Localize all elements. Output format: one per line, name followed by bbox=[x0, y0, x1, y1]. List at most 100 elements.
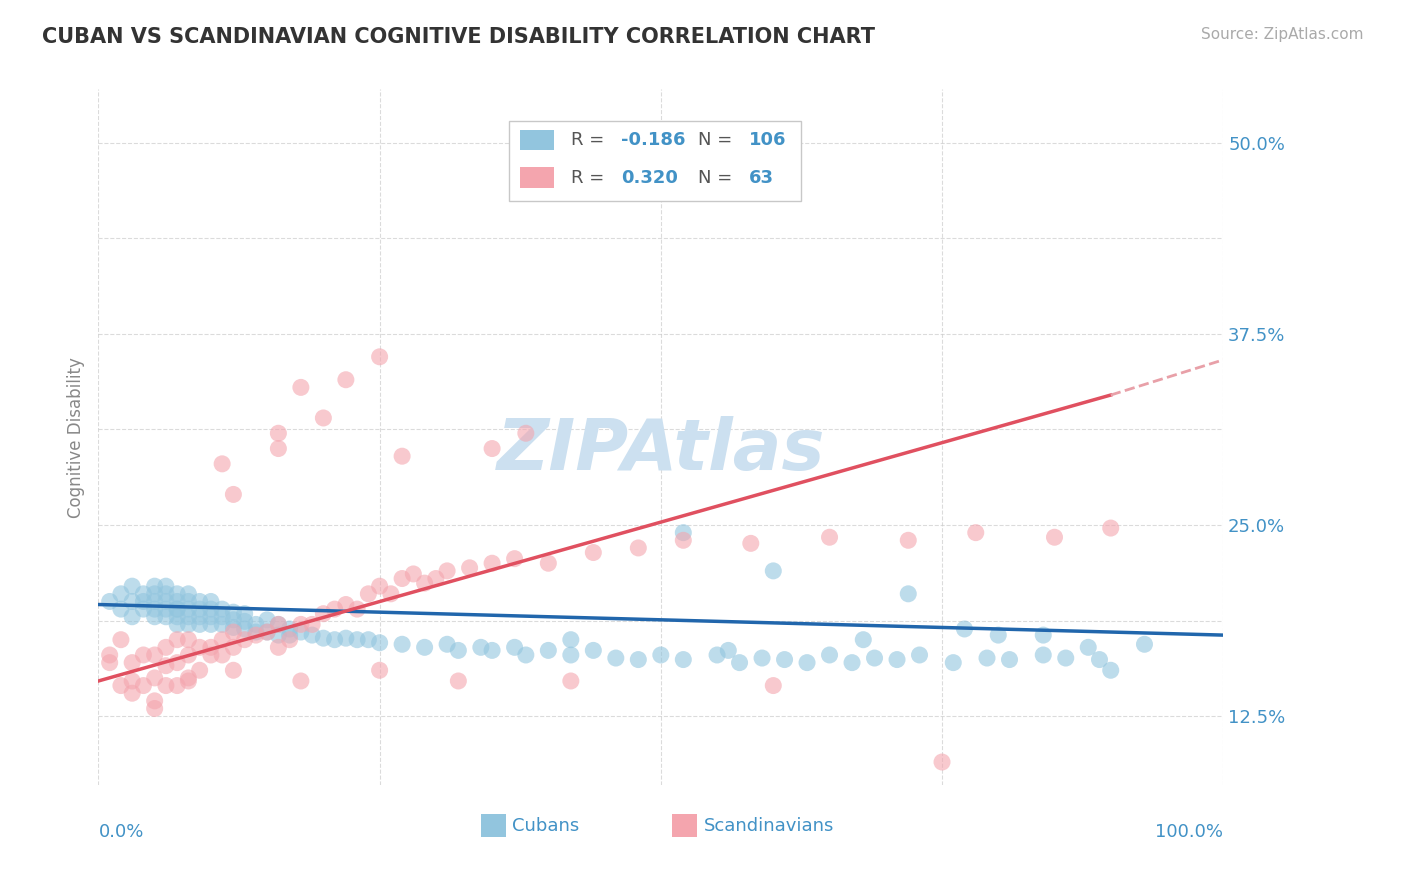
Point bbox=[98, 648, 121, 662]
Point bbox=[537, 643, 560, 657]
Point bbox=[863, 651, 886, 665]
Point bbox=[155, 658, 177, 673]
Point bbox=[177, 617, 200, 632]
Bar bbox=[481, 814, 506, 837]
Point bbox=[965, 525, 987, 540]
Point bbox=[391, 449, 413, 463]
Point bbox=[155, 587, 177, 601]
Point bbox=[560, 673, 582, 688]
Point bbox=[98, 594, 121, 608]
Point bbox=[436, 564, 458, 578]
Point bbox=[413, 576, 436, 591]
Point bbox=[177, 587, 200, 601]
Point bbox=[143, 701, 166, 715]
Point bbox=[470, 640, 492, 655]
Text: ZIPAtlas: ZIPAtlas bbox=[496, 417, 825, 485]
Point bbox=[1054, 651, 1077, 665]
Point bbox=[897, 533, 920, 548]
Point bbox=[233, 622, 256, 636]
Point bbox=[200, 594, 222, 608]
Point bbox=[188, 617, 211, 632]
Point bbox=[143, 694, 166, 708]
Point bbox=[211, 609, 233, 624]
Point bbox=[897, 587, 920, 601]
Point bbox=[143, 609, 166, 624]
Point bbox=[672, 533, 695, 548]
Point bbox=[155, 602, 177, 616]
Bar bbox=[520, 167, 554, 188]
Point bbox=[458, 561, 481, 575]
Point bbox=[267, 617, 290, 632]
Point bbox=[267, 617, 290, 632]
Text: CUBAN VS SCANDINAVIAN COGNITIVE DISABILITY CORRELATION CHART: CUBAN VS SCANDINAVIAN COGNITIVE DISABILI… bbox=[42, 27, 875, 46]
Point bbox=[818, 648, 841, 662]
Point bbox=[503, 551, 526, 566]
Bar bbox=[672, 814, 697, 837]
Point bbox=[346, 632, 368, 647]
Point bbox=[188, 594, 211, 608]
Point bbox=[166, 679, 188, 693]
Point bbox=[155, 609, 177, 624]
Point bbox=[166, 602, 188, 616]
Point bbox=[942, 656, 965, 670]
Point bbox=[267, 628, 290, 642]
Point bbox=[301, 628, 323, 642]
Point bbox=[425, 572, 447, 586]
Text: 106: 106 bbox=[748, 131, 786, 149]
Point bbox=[222, 487, 245, 501]
Point bbox=[762, 564, 785, 578]
Point bbox=[537, 556, 560, 570]
Point bbox=[582, 545, 605, 559]
Text: -0.186: -0.186 bbox=[621, 131, 686, 149]
Point bbox=[1043, 530, 1066, 544]
Point bbox=[908, 648, 931, 662]
Point bbox=[751, 651, 773, 665]
Point bbox=[650, 648, 672, 662]
Point bbox=[121, 579, 143, 593]
Point bbox=[211, 632, 233, 647]
Point bbox=[155, 640, 177, 655]
Point bbox=[368, 579, 391, 593]
Point bbox=[222, 625, 245, 640]
Point bbox=[335, 631, 357, 645]
Point bbox=[796, 656, 818, 670]
Text: N =: N = bbox=[697, 131, 738, 149]
Point bbox=[177, 594, 200, 608]
Point bbox=[987, 628, 1010, 642]
Point bbox=[166, 594, 188, 608]
Point bbox=[481, 556, 503, 570]
Point bbox=[222, 605, 245, 619]
Point bbox=[312, 411, 335, 425]
FancyBboxPatch shape bbox=[509, 120, 801, 201]
Point bbox=[357, 587, 380, 601]
Point bbox=[121, 673, 143, 688]
Bar bbox=[520, 129, 554, 151]
Point bbox=[177, 673, 200, 688]
Point bbox=[222, 620, 245, 634]
Point bbox=[188, 640, 211, 655]
Point bbox=[155, 594, 177, 608]
Point bbox=[931, 755, 953, 769]
Point bbox=[627, 541, 650, 555]
Point bbox=[110, 632, 132, 647]
Point bbox=[132, 602, 155, 616]
Point bbox=[188, 609, 211, 624]
Point bbox=[121, 594, 143, 608]
Point bbox=[818, 530, 841, 544]
Point bbox=[301, 617, 323, 632]
Point bbox=[233, 607, 256, 621]
Point bbox=[211, 457, 233, 471]
Point bbox=[605, 651, 627, 665]
Point bbox=[200, 609, 222, 624]
Point bbox=[447, 673, 470, 688]
Point bbox=[211, 648, 233, 662]
Point bbox=[110, 602, 132, 616]
Point bbox=[998, 652, 1021, 666]
Point bbox=[740, 536, 762, 550]
Point bbox=[121, 609, 143, 624]
Point bbox=[256, 625, 278, 640]
Point bbox=[357, 632, 380, 647]
Point bbox=[132, 679, 155, 693]
Point bbox=[267, 442, 290, 456]
Point bbox=[380, 587, 402, 601]
